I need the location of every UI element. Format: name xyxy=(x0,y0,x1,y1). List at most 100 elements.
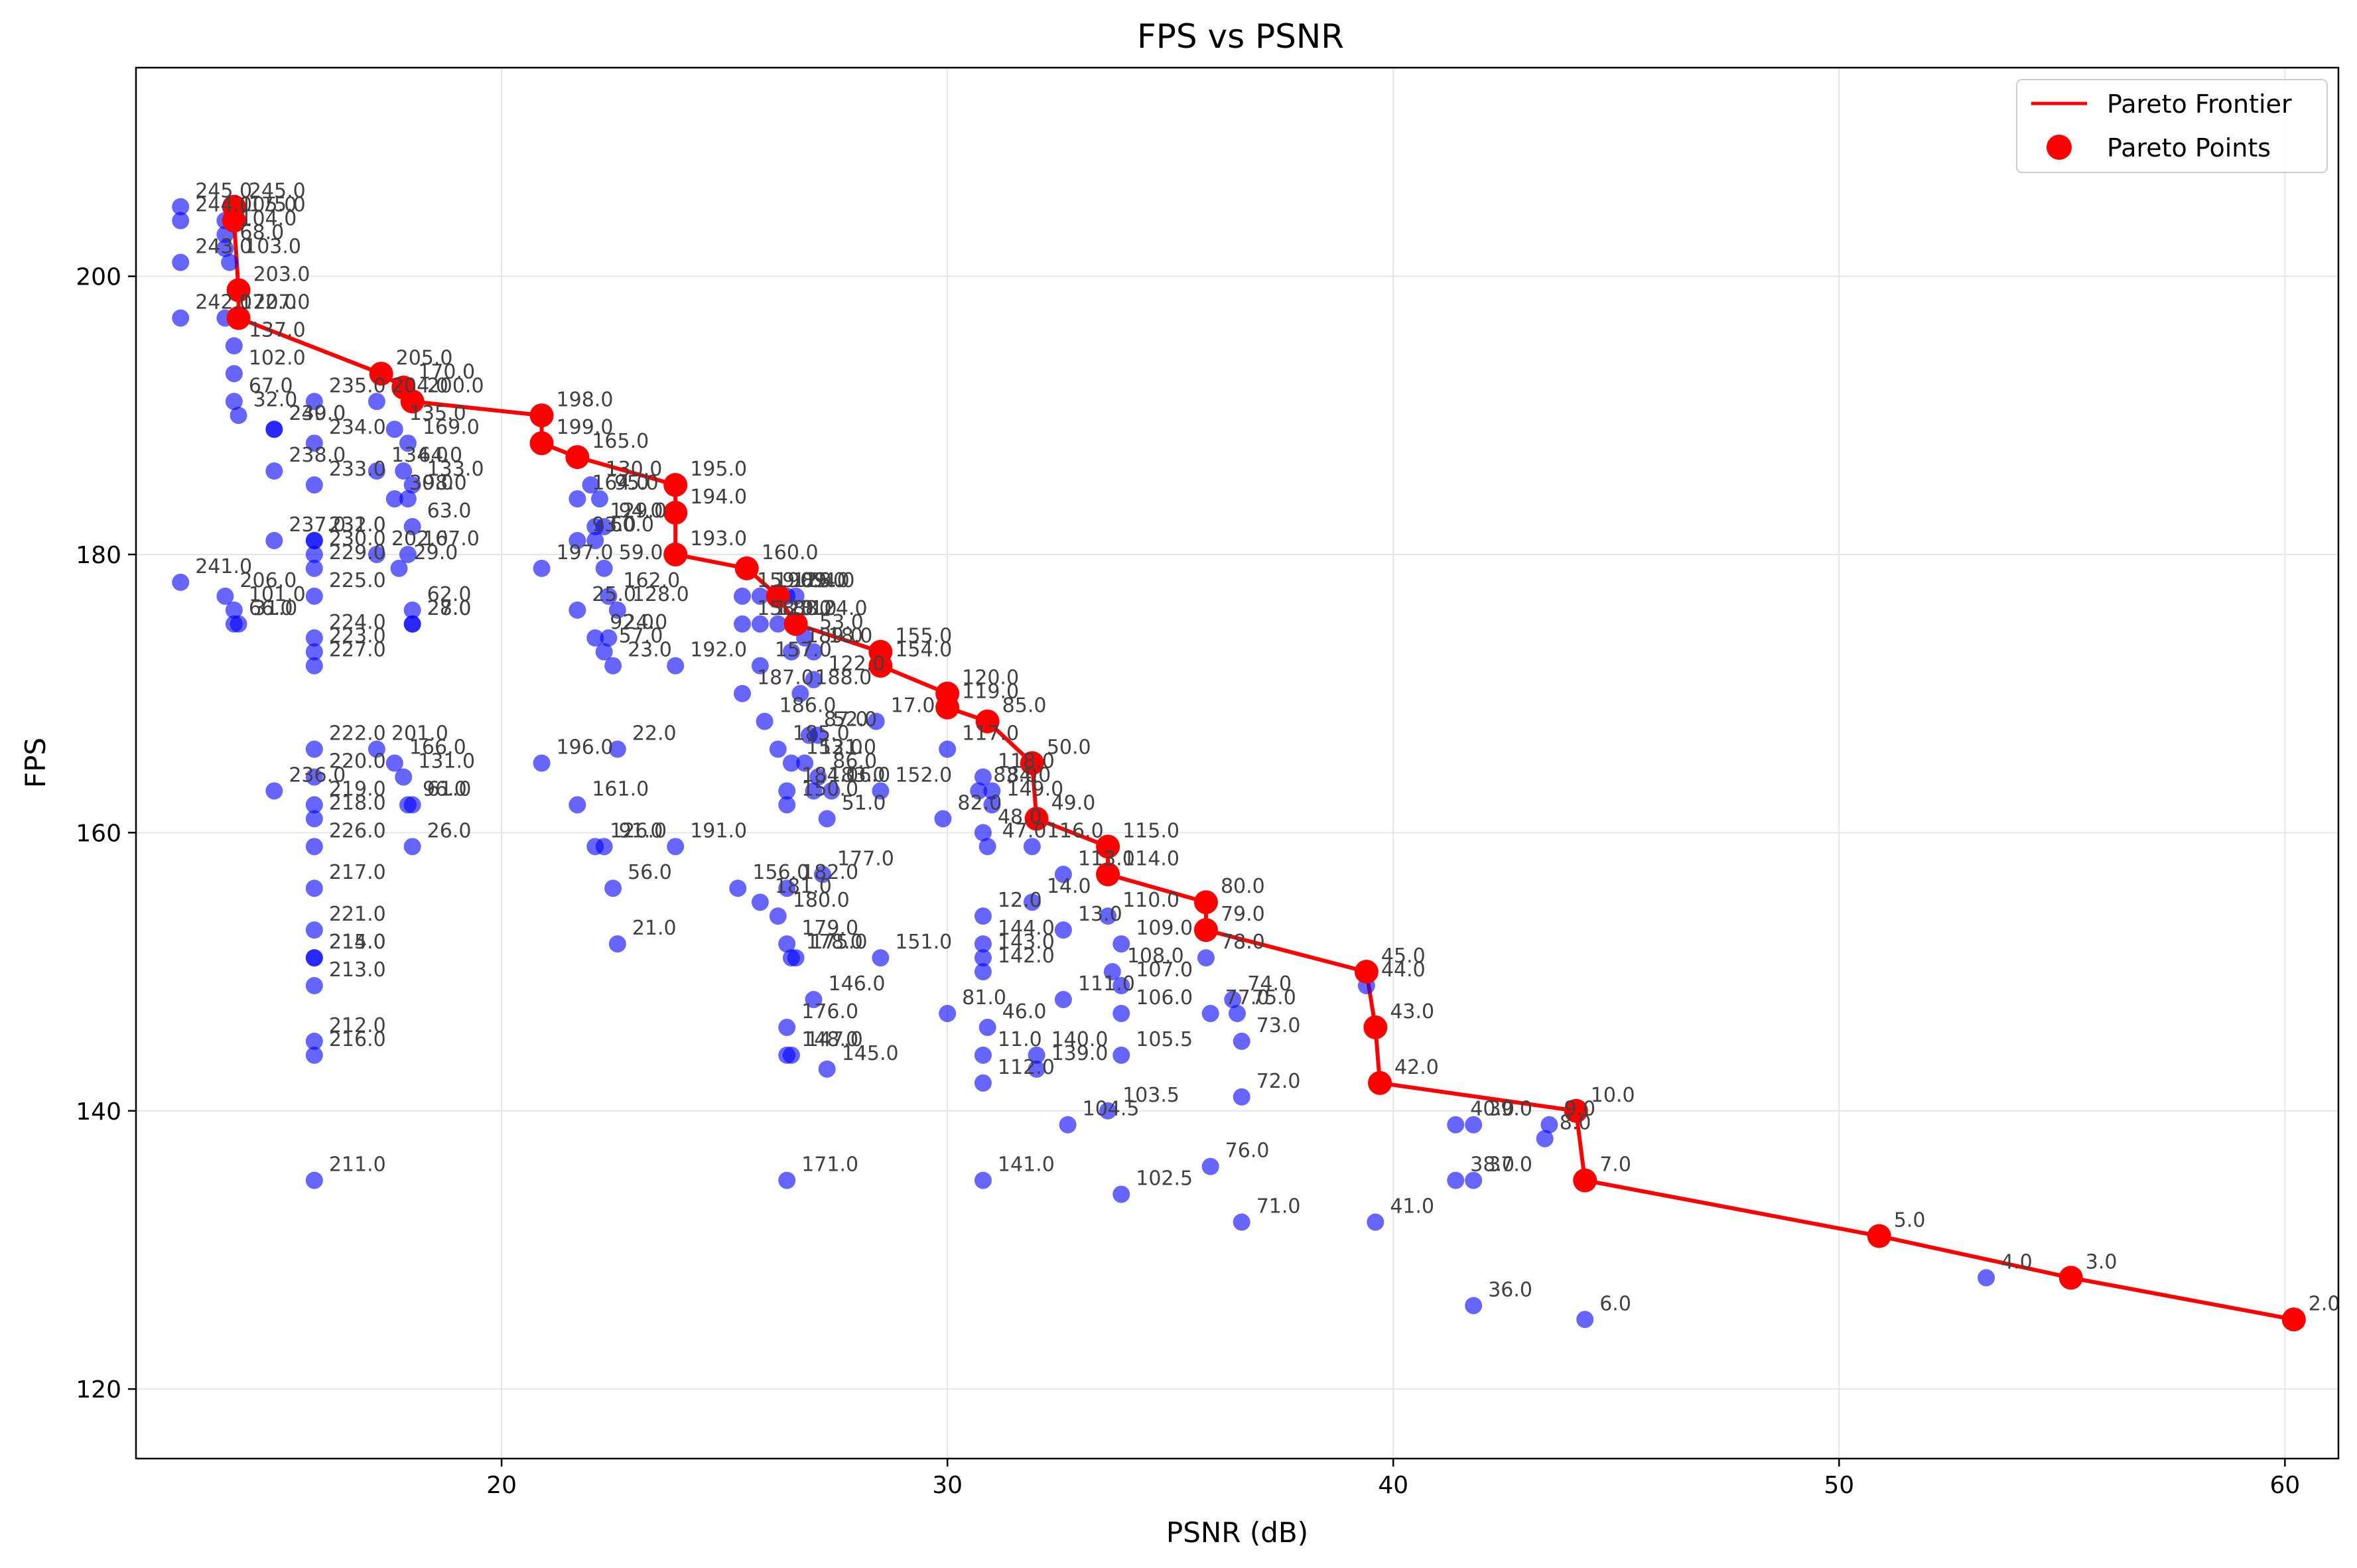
data-point xyxy=(305,545,323,563)
pareto-point xyxy=(226,278,251,302)
point-label: 60.0 xyxy=(610,513,654,537)
x-tick-label: 40 xyxy=(1378,1472,1408,1499)
data-point xyxy=(778,880,796,897)
data-point xyxy=(569,531,586,549)
point-label: 172.0 xyxy=(239,291,297,314)
point-label: 48.0 xyxy=(998,805,1042,828)
data-point xyxy=(782,643,800,661)
point-label: 111.0 xyxy=(1078,972,1135,996)
data-point xyxy=(1112,977,1130,995)
pareto-point xyxy=(2058,1266,2083,1290)
y-tick-label: 140 xyxy=(76,1098,121,1126)
point-label: 72.0 xyxy=(1256,1070,1301,1093)
pareto-point xyxy=(868,653,893,678)
data-point xyxy=(1233,1088,1250,1106)
pareto-point xyxy=(1096,862,1120,887)
data-point xyxy=(1028,1046,1045,1064)
pareto-point-label: 154.0 xyxy=(895,639,952,662)
data-point xyxy=(751,615,769,633)
point-label: 212.0 xyxy=(329,1014,386,1037)
point-label: 169.0 xyxy=(423,416,480,439)
point-label: 214.0 xyxy=(329,931,386,954)
data-point xyxy=(782,754,800,772)
pareto-point xyxy=(783,612,808,636)
pareto-point xyxy=(1193,918,1218,943)
data-point xyxy=(1112,1046,1130,1064)
data-point xyxy=(230,615,247,633)
data-point xyxy=(805,782,823,800)
data-point xyxy=(403,518,421,536)
data-point xyxy=(1536,1130,1554,1147)
point-label: 152.0 xyxy=(895,763,952,787)
pareto-point xyxy=(766,584,790,608)
data-point xyxy=(265,782,283,800)
legend: Pareto Frontier Pareto Points xyxy=(2016,79,2328,173)
data-point xyxy=(734,615,752,633)
point-label: 181.0 xyxy=(775,875,832,898)
data-points-layer xyxy=(172,198,1995,1329)
point-label: 189.0 xyxy=(806,625,863,648)
point-label: 67.0 xyxy=(249,374,293,397)
point-label: 76.0 xyxy=(1225,1140,1270,1163)
data-point xyxy=(265,421,283,438)
point-label: 185.0 xyxy=(793,722,850,746)
point-label: 231.0 xyxy=(329,513,386,537)
data-point xyxy=(533,559,551,577)
data-point xyxy=(787,949,805,967)
data-point xyxy=(216,587,234,605)
point-label: 98.0 xyxy=(423,472,467,495)
point-label: 91.0 xyxy=(619,819,663,842)
data-point xyxy=(1112,935,1130,953)
point-label: 227.0 xyxy=(329,639,386,662)
data-point xyxy=(305,838,323,856)
point-label: 141.0 xyxy=(998,1153,1055,1177)
pareto-point-label: 165.0 xyxy=(592,430,649,453)
point-label: 84.0 xyxy=(1006,763,1051,787)
data-point xyxy=(1112,1185,1130,1203)
data-point xyxy=(265,531,283,549)
point-label: 121.0 xyxy=(819,736,876,759)
data-point xyxy=(778,782,796,800)
point-label: 220.0 xyxy=(329,750,386,773)
data-point xyxy=(778,935,796,953)
data-point xyxy=(1103,963,1121,981)
point-label: 123.0 xyxy=(775,597,832,620)
point-label: 142.0 xyxy=(998,945,1055,968)
data-point xyxy=(978,1018,996,1036)
point-label: 16.0 xyxy=(846,763,890,787)
pareto-point xyxy=(1193,890,1218,915)
point-label: 38.0 xyxy=(1470,1153,1515,1177)
data-point xyxy=(368,393,385,411)
point-label: 88.0 xyxy=(793,597,837,620)
data-point xyxy=(172,253,190,271)
point-label: 93.0 xyxy=(592,513,636,537)
point-label: 28.0 xyxy=(427,597,472,620)
point-label: 112.0 xyxy=(998,1056,1055,1079)
x-tick-label: 30 xyxy=(932,1472,963,1499)
pareto-point xyxy=(369,361,393,386)
data-point xyxy=(1054,990,1072,1008)
x-axis-ticks: 20 30 40 50 60 xyxy=(486,1459,2300,1499)
point-label: 101.0 xyxy=(249,583,306,606)
point-label: 36.0 xyxy=(1488,1278,1532,1301)
data-point xyxy=(872,782,890,800)
point-label: 180.0 xyxy=(793,889,850,912)
point-label: 24.0 xyxy=(623,611,667,634)
point-label: 83.0 xyxy=(993,763,1038,787)
pareto-point-label: 120.0 xyxy=(962,667,1019,690)
data-point xyxy=(608,935,626,953)
data-point xyxy=(403,615,421,633)
data-point xyxy=(582,476,600,494)
point-label: 4.0 xyxy=(2001,1250,2033,1274)
data-point xyxy=(600,587,618,605)
point-label: 239.0 xyxy=(289,402,346,425)
data-point xyxy=(974,949,992,967)
point-label: 113.0 xyxy=(1078,847,1135,870)
point-label: 86.0 xyxy=(833,750,877,773)
point-label: 133.0 xyxy=(427,458,484,481)
data-point xyxy=(595,559,613,577)
data-point xyxy=(225,393,243,411)
point-label: 202.0 xyxy=(391,527,448,551)
data-point xyxy=(569,796,586,814)
data-point xyxy=(172,309,190,327)
